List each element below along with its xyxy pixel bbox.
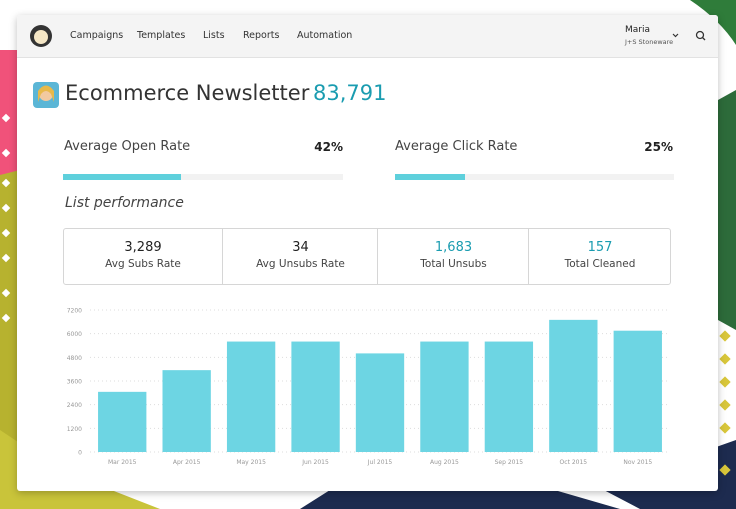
rate-label: Average Open Rate — [64, 139, 191, 154]
x-tick-label: Apr 2015 — [173, 459, 201, 466]
y-tick-label: 6000 — [67, 331, 82, 338]
y-tick-label: 0 — [78, 450, 82, 457]
stat: 157 Total Cleaned — [528, 229, 671, 284]
x-tick-label: Mar 2015 — [108, 459, 137, 466]
stat-value: 1,683 — [434, 240, 473, 255]
stat-value: 157 — [587, 240, 613, 255]
rate-bar — [395, 174, 465, 180]
rate-bar — [63, 174, 181, 180]
rate-value: 25% — [644, 140, 673, 154]
section-title: List performance — [65, 195, 184, 211]
stat-value: 3,289 — [124, 240, 162, 255]
stat-label: Total Unsubs — [420, 258, 487, 270]
bar — [420, 341, 469, 452]
stat-label: Total Cleaned — [564, 258, 636, 270]
x-tick-label: Sep 2015 — [495, 459, 524, 466]
stat-label: Avg Unsubs Rate — [256, 258, 345, 270]
bar — [291, 341, 340, 452]
nav-item[interactable]: Lists — [203, 30, 225, 41]
nav-item[interactable]: Automation — [297, 30, 353, 41]
y-tick-label: 3600 — [67, 379, 82, 386]
user-company[interactable]: J+S Stoneware — [625, 38, 674, 46]
bar — [484, 341, 534, 452]
y-tick-label: 4800 — [67, 355, 82, 362]
stat-value: 34 — [292, 240, 309, 255]
bar — [226, 341, 276, 452]
nav-icons[interactable] — [671, 30, 711, 42]
avatar — [33, 82, 59, 108]
logo[interactable] — [29, 24, 53, 48]
nav-item[interactable]: Reports — [243, 30, 280, 41]
chart: 0 1200 2400 3600 4800 6000 7200 Mar 2015 Apr 201… — [67, 308, 670, 466]
y-tick-label: 1200 — [67, 426, 82, 433]
subscriber-count: 83,791 — [313, 81, 387, 105]
y-tick-label: 2400 — [67, 402, 82, 409]
x-tick-label: Jul 2015 — [367, 459, 393, 466]
bar — [613, 330, 662, 452]
rate-track — [63, 174, 343, 180]
stat: 34 Avg Unsubs Rate — [222, 229, 378, 284]
bar — [549, 319, 598, 452]
nav-item[interactable]: Templates — [137, 30, 186, 41]
x-tick-label: Jun 2015 — [301, 459, 329, 466]
nav-item[interactable]: Campaigns — [70, 30, 124, 41]
rate-track — [395, 174, 674, 180]
x-tick-label: Oct 2015 — [560, 459, 588, 466]
nav-bar: Campaigns Templates Lists Reports Automa… — [17, 15, 718, 58]
stat-label: Avg Subs Rate — [105, 258, 181, 270]
x-tick-label: May 2015 — [236, 459, 266, 466]
list-title: Ecommerce Newsletter — [65, 81, 310, 105]
stat: 1,683 Total Unsubs — [377, 229, 529, 284]
bar — [162, 370, 211, 452]
rate-label: Average Click Rate — [395, 139, 518, 154]
bar — [355, 353, 405, 452]
x-tick-label: Aug 2015 — [430, 459, 459, 466]
stats-box: 3,289 Avg Subs Rate 34 Avg Unsubs Rate 1,6… — [63, 228, 671, 285]
bar — [98, 391, 147, 452]
app-window: Campaigns Templates Lists Reports Automa… — [17, 15, 718, 491]
x-tick-label: Nov 2015 — [623, 459, 652, 466]
user-name[interactable]: Maria — [625, 25, 650, 35]
rate-value: 42% — [314, 140, 343, 154]
y-tick-label: 7200 — [67, 308, 82, 315]
stat: 3,289 Avg Subs Rate — [64, 229, 222, 284]
